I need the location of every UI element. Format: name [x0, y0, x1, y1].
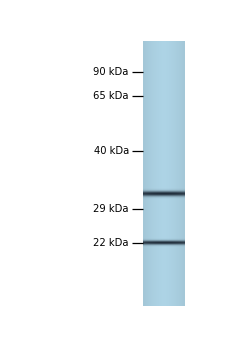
Text: 22 kDa: 22 kDa	[93, 238, 129, 248]
Text: 65 kDa: 65 kDa	[93, 90, 129, 100]
Text: 40 kDa: 40 kDa	[94, 146, 129, 156]
Text: 29 kDa: 29 kDa	[93, 204, 129, 214]
Text: 90 kDa: 90 kDa	[93, 67, 129, 77]
